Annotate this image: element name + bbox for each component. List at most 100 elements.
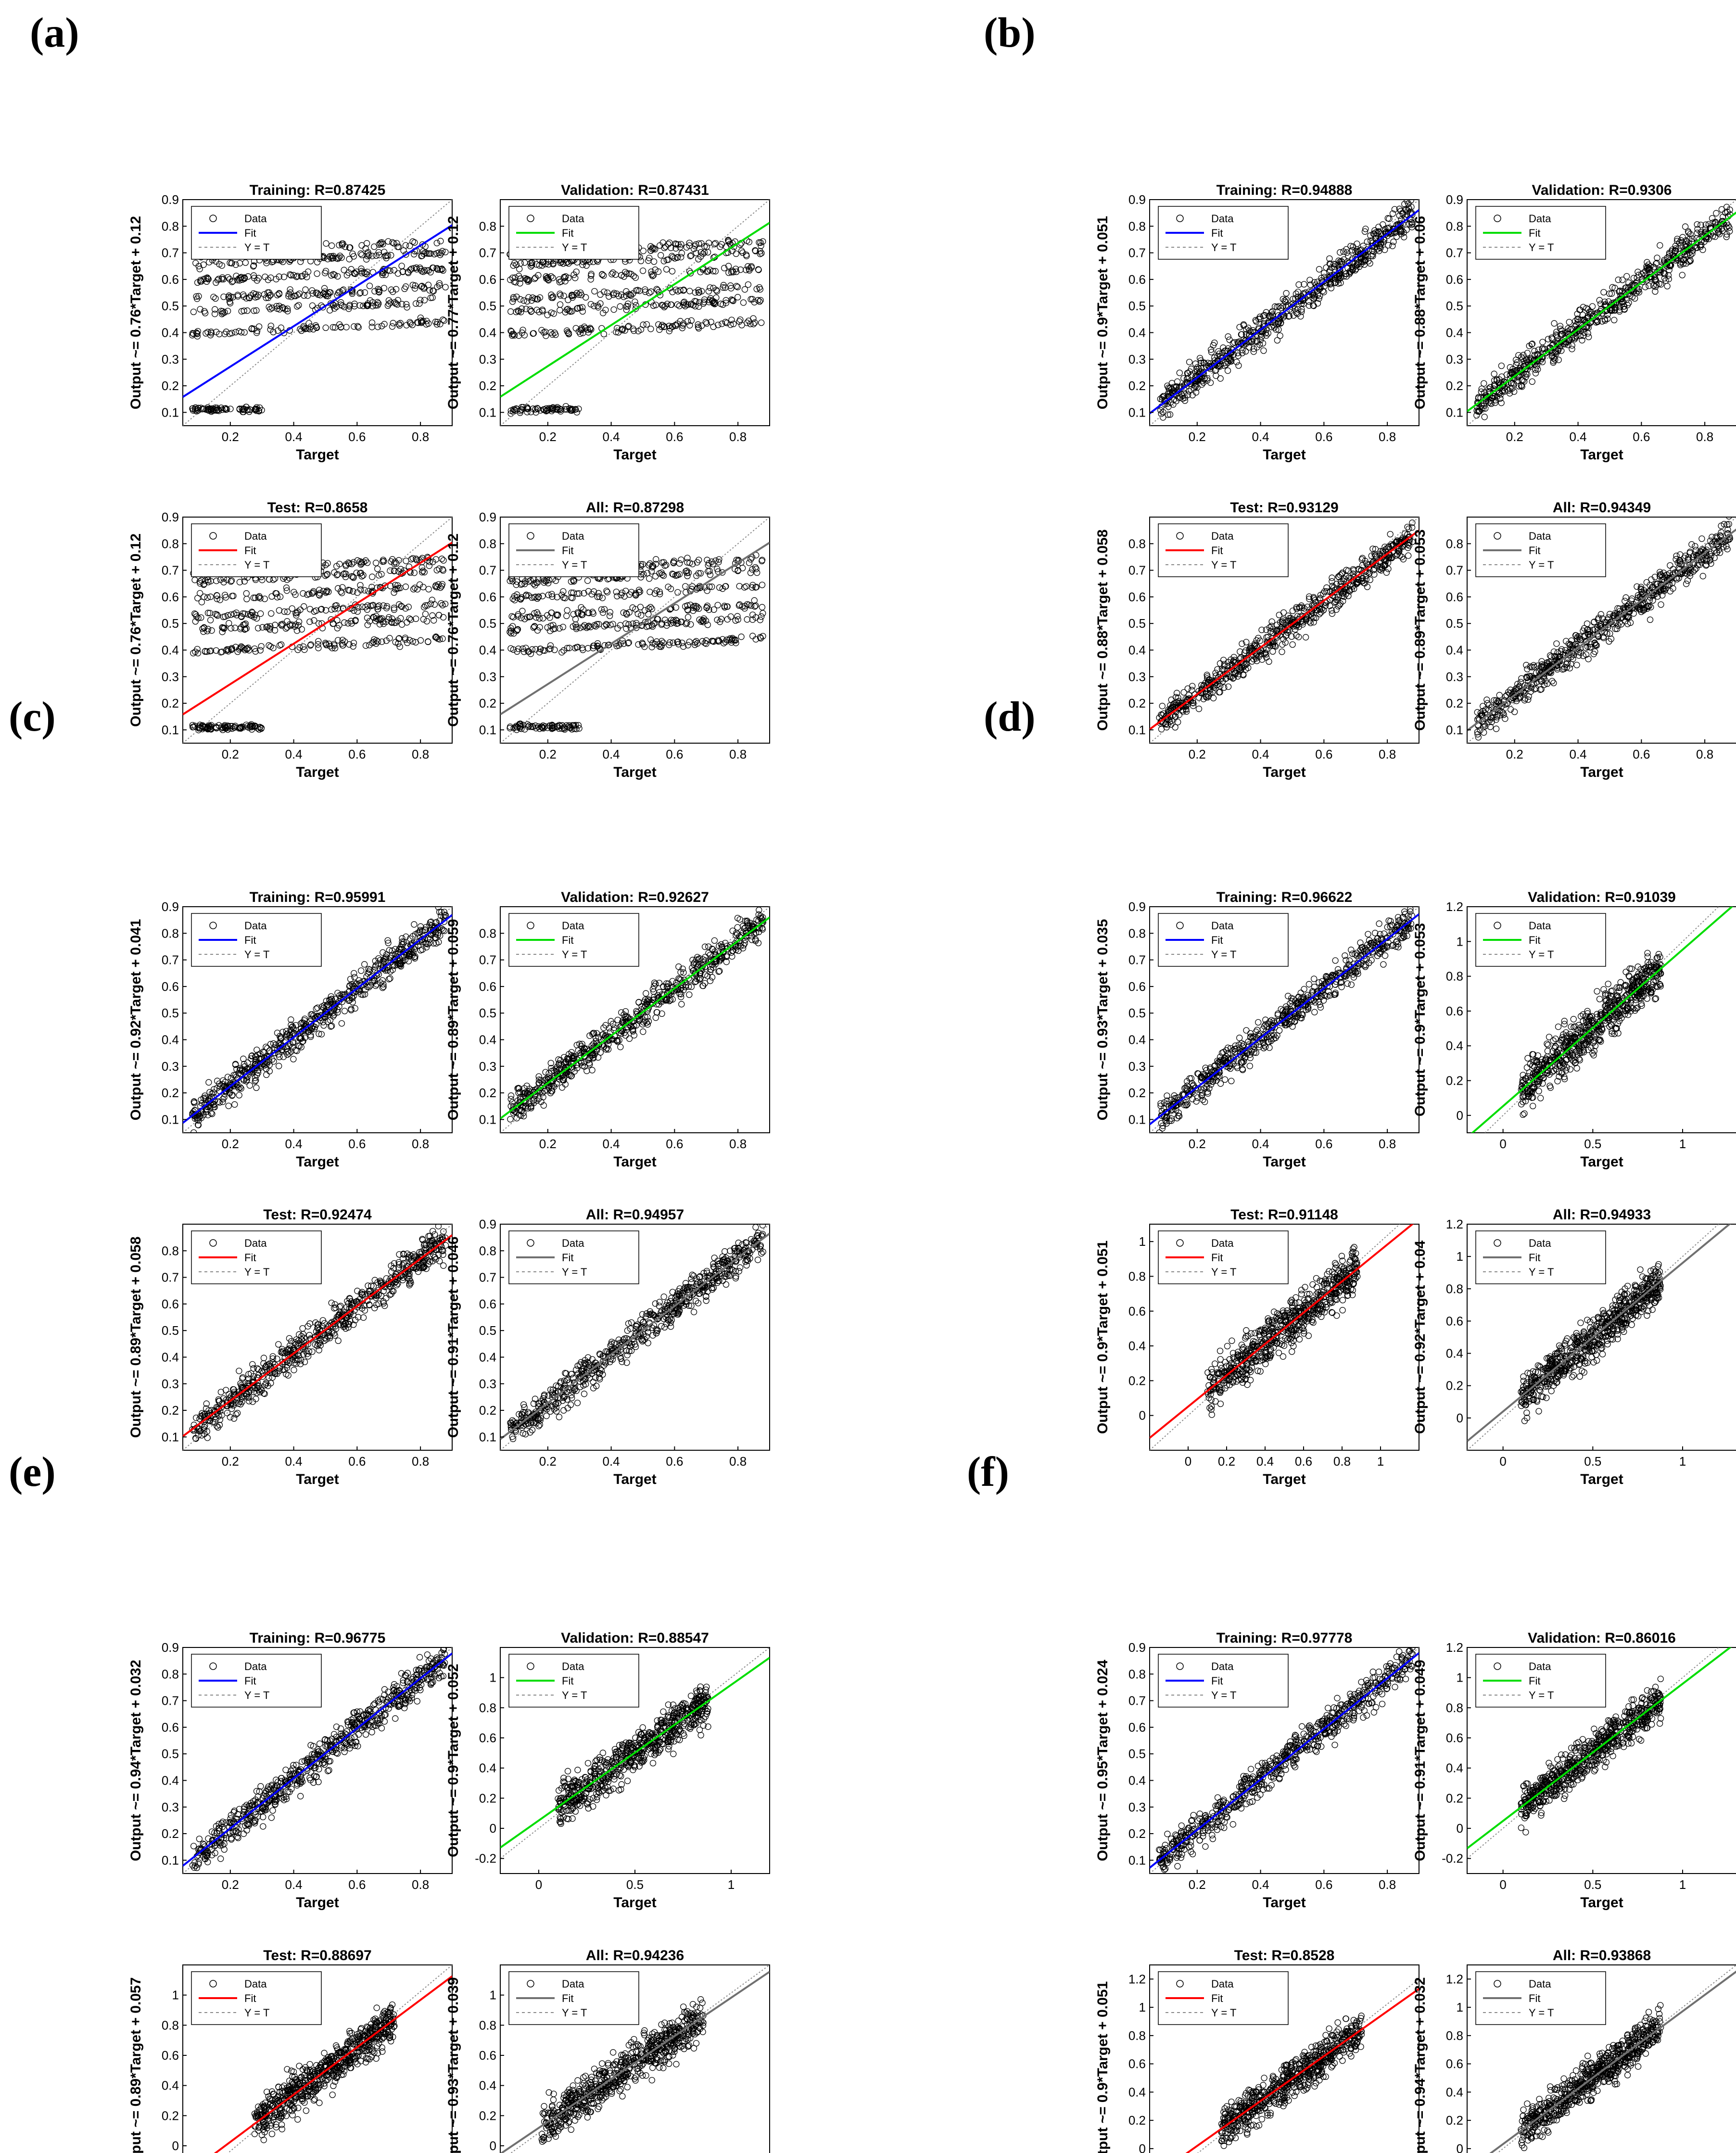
data-point xyxy=(1234,350,1241,356)
data-point xyxy=(530,580,537,587)
data-point xyxy=(528,408,534,416)
data-point xyxy=(701,299,708,305)
data-point xyxy=(713,288,721,294)
data-point xyxy=(324,570,331,578)
data-point xyxy=(1594,318,1601,325)
data-point xyxy=(757,251,763,257)
data-point xyxy=(1255,634,1262,642)
data-point xyxy=(418,283,425,290)
data-point xyxy=(233,609,240,616)
data-point xyxy=(206,722,213,729)
data-point xyxy=(1279,648,1285,655)
data-point xyxy=(633,624,640,631)
data-point xyxy=(204,274,211,281)
data-point xyxy=(380,241,386,248)
data-point xyxy=(366,252,372,259)
data-point xyxy=(1186,388,1192,394)
data-point xyxy=(1370,230,1377,237)
data-point xyxy=(200,261,207,268)
data-point xyxy=(695,321,701,328)
data-point xyxy=(1206,686,1213,693)
data-point xyxy=(695,287,702,293)
data-point xyxy=(364,250,371,257)
data-point xyxy=(1235,671,1242,677)
data-point xyxy=(1354,248,1361,254)
data-point xyxy=(1201,376,1208,382)
data-point xyxy=(550,310,557,317)
data-point xyxy=(588,272,595,279)
data-point xyxy=(520,646,526,652)
data-point xyxy=(389,239,396,246)
data-point xyxy=(1385,555,1392,561)
data-point xyxy=(206,648,213,655)
data-point xyxy=(729,267,736,274)
data-point xyxy=(1600,289,1607,296)
data-point xyxy=(251,722,258,729)
data-point xyxy=(271,627,279,634)
data-point xyxy=(1168,697,1175,703)
data-point xyxy=(1401,530,1408,537)
data-point xyxy=(599,271,606,278)
data-point xyxy=(513,578,520,585)
data-point xyxy=(545,577,553,583)
data-point xyxy=(1394,222,1402,228)
data-point xyxy=(720,284,726,291)
data-point xyxy=(333,571,341,579)
data-point xyxy=(1166,388,1172,395)
data-point xyxy=(513,627,520,634)
data-point xyxy=(228,329,235,337)
data-point xyxy=(507,629,513,635)
data-point xyxy=(1246,327,1253,334)
data-point xyxy=(760,633,766,640)
data-point xyxy=(266,626,273,633)
data-point xyxy=(1397,208,1404,215)
data-point xyxy=(1559,327,1565,334)
data-point xyxy=(418,283,425,290)
data-point xyxy=(1370,567,1377,573)
data-point xyxy=(1207,379,1214,386)
fit-line xyxy=(500,542,770,715)
data-point xyxy=(660,572,667,579)
data-point xyxy=(613,290,620,297)
data-point xyxy=(534,405,541,412)
data-point xyxy=(360,572,367,579)
data-point xyxy=(391,605,397,611)
legend-identity-label: Y = T xyxy=(244,559,269,571)
data-point xyxy=(696,299,703,306)
data-point xyxy=(636,588,644,595)
data-point xyxy=(715,638,722,645)
data-point xyxy=(738,633,745,640)
data-point xyxy=(628,292,634,299)
y-tick-label: 0.1 xyxy=(162,405,179,419)
data-point xyxy=(298,273,304,280)
data-point xyxy=(547,273,555,280)
data-point xyxy=(1513,361,1520,368)
data-point xyxy=(1616,304,1623,311)
data-point xyxy=(310,589,317,596)
data-point xyxy=(335,637,342,644)
data-point xyxy=(376,252,383,258)
data-point xyxy=(1240,671,1246,678)
data-point xyxy=(1321,283,1328,290)
data-point xyxy=(1329,610,1336,617)
data-point xyxy=(1227,667,1234,673)
data-point xyxy=(416,581,423,588)
data-point xyxy=(1191,385,1198,392)
data-point xyxy=(651,620,659,626)
y-tick-label: 0.5 xyxy=(1128,299,1146,313)
data-point xyxy=(391,568,398,574)
data-point xyxy=(618,592,624,598)
data-point xyxy=(1679,272,1685,279)
data-point xyxy=(700,615,707,622)
data-point xyxy=(1376,248,1382,254)
data-point xyxy=(223,647,230,654)
data-point xyxy=(1404,523,1411,531)
y-tick-label: 0.2 xyxy=(162,696,179,710)
data-point xyxy=(1687,257,1694,265)
data-point xyxy=(351,607,357,614)
data-point xyxy=(1369,251,1376,258)
data-point xyxy=(380,602,387,609)
data-point xyxy=(1532,366,1539,373)
data-point xyxy=(330,641,338,647)
data-point xyxy=(219,624,226,631)
